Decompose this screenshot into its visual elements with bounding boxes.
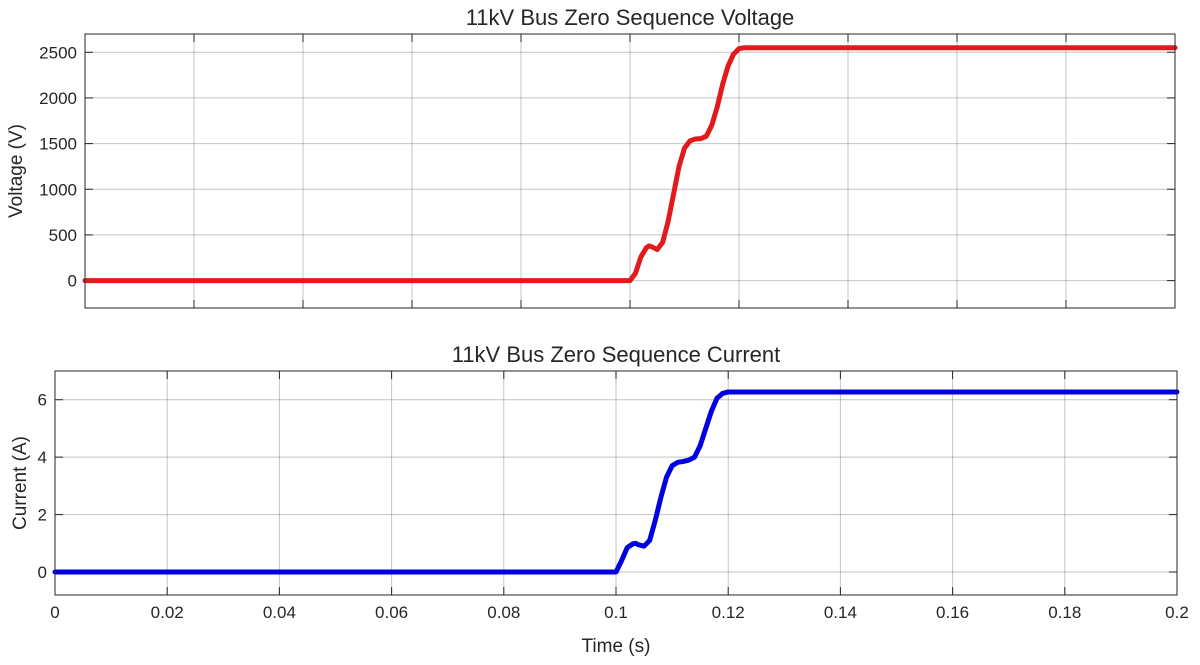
current-x-tick-label: 0.02 — [151, 603, 184, 622]
current-x-tick-label: 0.14 — [824, 603, 857, 622]
voltage-chart-title: 11kV Bus Zero Sequence Voltage — [466, 5, 795, 30]
voltage-series-line — [82, 45, 1178, 284]
voltage-plot-area — [84, 33, 1176, 309]
current-x-tick-label: 0.12 — [712, 603, 745, 622]
current-y-tick-label: 4 — [38, 448, 47, 467]
current-x-tick-label: 0.08 — [487, 603, 520, 622]
voltage-y-tick-label: 2000 — [39, 89, 77, 108]
current-x-tick-label: 0.1 — [604, 603, 628, 622]
current-x-tick-label: 0 — [50, 603, 59, 622]
current-x-tick-label: 0.06 — [375, 603, 408, 622]
voltage-y-tick-label: 500 — [49, 226, 77, 245]
current-chart: 0 2 4 6 0 0.02 0.04 0.06 0.08 0.1 0.12 0.14 0.16 0.18… — [10, 342, 1189, 657]
current-chart-title: 11kV Bus Zero Sequence Current — [452, 342, 781, 367]
current-x-tick-label: 0.2 — [1165, 603, 1189, 622]
current-x-tick-label: 0.18 — [1048, 603, 1081, 622]
voltage-y-tick-label: 1500 — [39, 135, 77, 154]
voltage-y-axis-label: Voltage (V) — [6, 124, 27, 218]
current-series-line — [52, 389, 1180, 575]
voltage-y-tick-label: 0 — [68, 272, 77, 291]
current-x-axis-label: Time (s) — [582, 636, 651, 657]
current-x-tick-label: 0.04 — [263, 603, 296, 622]
current-plot-area — [54, 370, 1178, 596]
current-x-tick-label: 0.16 — [936, 603, 969, 622]
current-y-axis-label: Current (A) — [10, 436, 31, 530]
voltage-y-tick-label: 2500 — [39, 43, 77, 62]
voltage-y-tick-label: 1000 — [39, 180, 77, 199]
current-y-tick-label: 6 — [38, 391, 47, 410]
current-y-tick-label: 2 — [38, 506, 47, 525]
current-axes-border — [54, 370, 1178, 596]
voltage-axes-border — [84, 33, 1176, 309]
current-y-tick-label: 0 — [38, 563, 47, 582]
voltage-chart: 0 500 1000 1500 2000 2500 11kV Bus Zero Sequen… — [6, 5, 1178, 309]
